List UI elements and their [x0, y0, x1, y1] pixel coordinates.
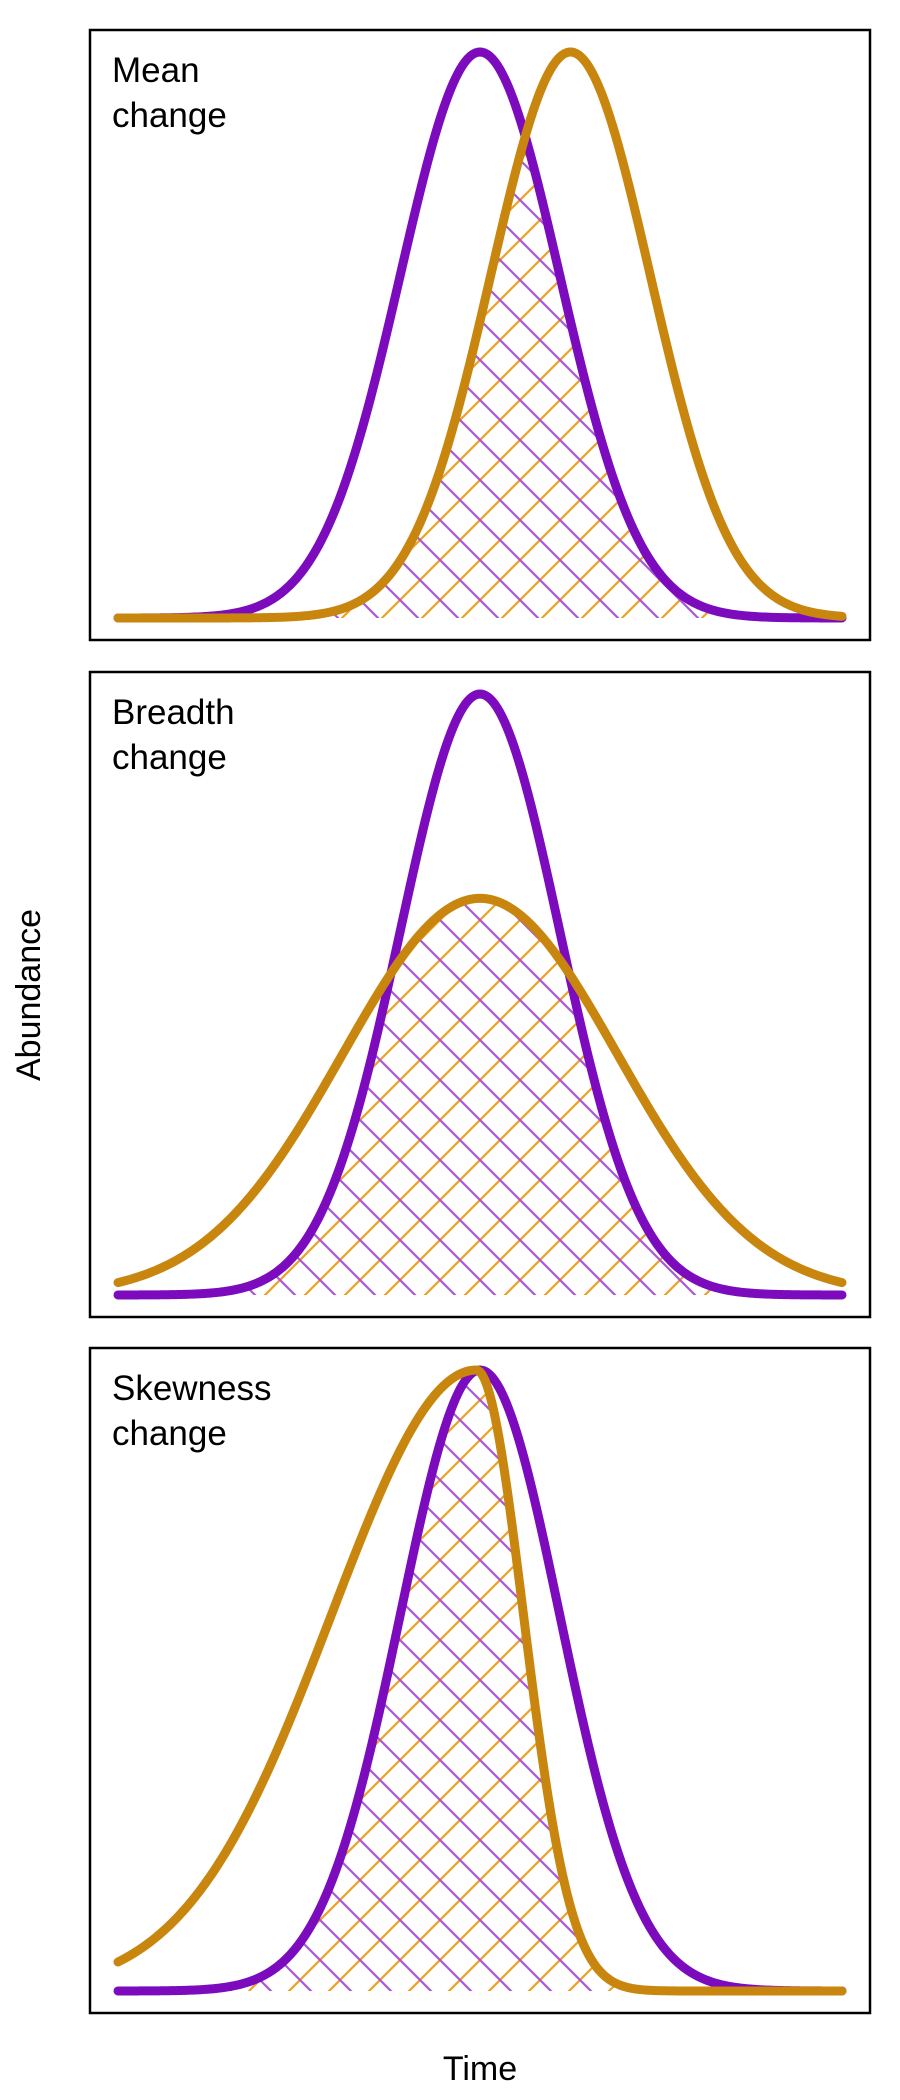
overlap-area — [118, 1370, 842, 1991]
series-purple-line — [113, 689, 847, 1300]
panel-title-line-2: change — [112, 738, 227, 777]
series-purple-line — [113, 47, 847, 623]
panel-title-line-1: Skewness — [112, 1369, 272, 1408]
panel-title-line-2: change — [112, 1414, 227, 1453]
overlap-area — [118, 898, 842, 1295]
panel-title-line-1: Mean — [112, 51, 200, 90]
y-axis-label: Abundance — [10, 909, 48, 1081]
x-axis-label: Time — [443, 2050, 517, 2088]
series-orange-line — [113, 47, 847, 623]
panel-title-line-2: change — [112, 96, 227, 135]
overlap-area — [118, 138, 842, 618]
series-orange-line — [113, 1365, 847, 1996]
panel-1: Mean change — [88, 28, 872, 642]
panel-2: Breadth change — [88, 670, 872, 1319]
panel-3: Skewness change — [88, 1346, 872, 2015]
panel-title-line-1: Breadth — [112, 693, 235, 732]
series-orange-line — [113, 893, 847, 1288]
